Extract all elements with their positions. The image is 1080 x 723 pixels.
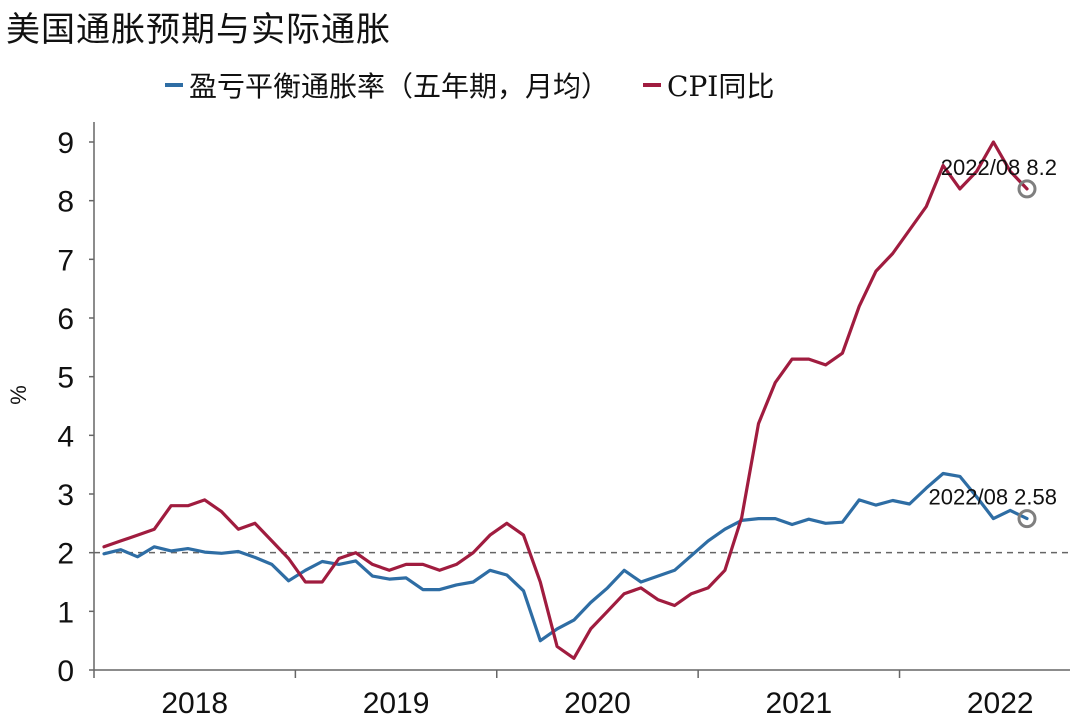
y-tick-label: 7 (57, 244, 74, 277)
y-tick-label: 3 (57, 479, 74, 512)
legend-swatch-breakeven (165, 83, 183, 87)
series-line-cpi (102, 140, 1029, 660)
annotation-marker (1017, 509, 1037, 529)
y-tick-label: 0 (57, 655, 74, 688)
y-tick-label: 1 (57, 596, 74, 629)
y-tick-label: 4 (57, 420, 74, 453)
legend-label-breakeven: 盈亏平衡通胀率（五年期，月均） (189, 70, 610, 103)
legend-swatch-cpi (643, 83, 662, 87)
y-axis-label: % (6, 385, 31, 405)
chart-legend: 盈亏平衡通胀率（五年期，月均） CPI同比 (165, 65, 808, 105)
series-line-breakeven (102, 471, 1029, 643)
x-tick-label: 2019 (363, 687, 430, 720)
chart-title: 美国通胀预期与实际通胀 (6, 10, 391, 50)
y-tick-label: 9 (57, 127, 74, 160)
x-tick-label: 2021 (765, 687, 832, 720)
legend-label-cpi: CPI同比 (667, 70, 775, 103)
x-tick-label: 2022 (967, 687, 1034, 720)
y-tick-label: 8 (57, 186, 74, 219)
legend-item-breakeven: 盈亏平衡通胀率（五年期，月均） (165, 65, 609, 105)
x-tick-label: 2018 (161, 687, 228, 720)
legend-item-cpi: CPI同比 (643, 65, 774, 105)
annotation-label: 2022/08 8.2 (941, 155, 1057, 180)
x-tick-label: 2020 (564, 687, 631, 720)
annotation-marker (1017, 179, 1037, 199)
annotation-label: 2022/08 2.58 (929, 485, 1057, 510)
y-tick-label: 2 (57, 538, 74, 571)
y-tick-label: 6 (57, 303, 74, 336)
y-tick-label: 5 (57, 362, 74, 395)
